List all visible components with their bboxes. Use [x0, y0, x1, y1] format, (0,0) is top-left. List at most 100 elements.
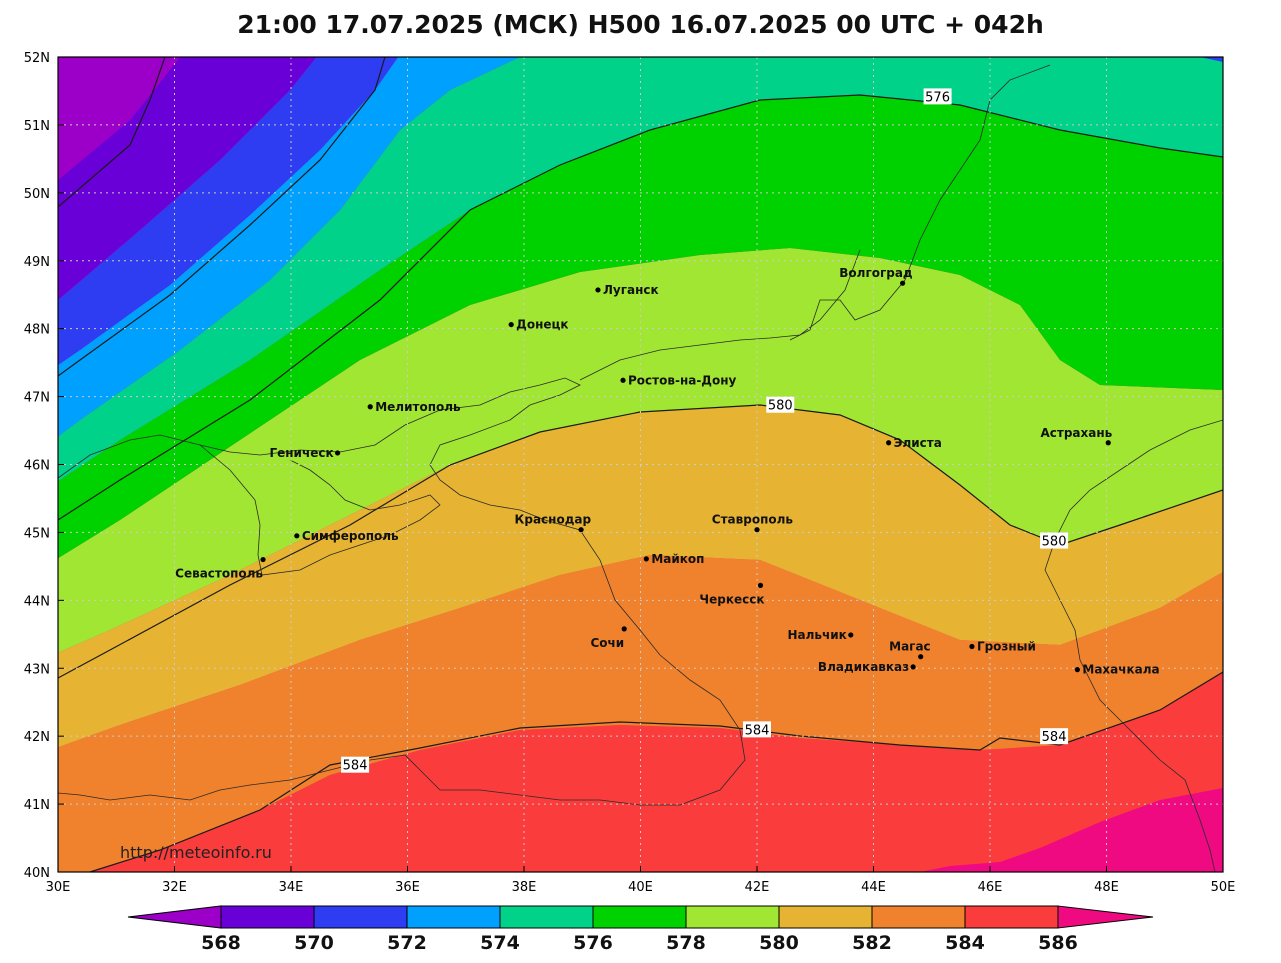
band-sliver-ne: [1200, 57, 1223, 62]
city-label: Владикавказ: [818, 660, 909, 674]
city-dot: [969, 643, 975, 650]
x-tick-label: 42E: [745, 880, 770, 895]
don-river: [579, 249, 861, 381]
contour-576: [58, 94, 1223, 521]
contour-label: 584: [745, 723, 770, 738]
y-tick-label: 41N: [24, 798, 50, 813]
band-582-584: [58, 555, 1223, 872]
x-tick-label: 38E: [512, 880, 537, 895]
band-below-568: [58, 57, 180, 180]
city-dot: [900, 280, 906, 286]
crimea-coast: [199, 444, 441, 576]
x-tick-label: 44E: [861, 880, 886, 895]
x-tick-label: 50E: [1211, 880, 1236, 895]
y-tick-label: 48N: [24, 323, 50, 338]
colorbar-label: 580: [759, 932, 799, 954]
contour-label-bg: [341, 756, 370, 773]
city-label: Махачкала: [1082, 663, 1159, 677]
colorbar-segment: [871, 905, 966, 929]
city-label: Луганск: [603, 283, 659, 297]
band-578-580: [58, 248, 1223, 653]
map-title: 21:00 17.07.2025 (МСК) H500 16.07.2025 0…: [237, 10, 1044, 39]
colorbar-label: 570: [294, 932, 334, 954]
city-dot: [621, 626, 627, 632]
y-tick-label: 49N: [24, 255, 50, 270]
colorbar-segment: [220, 905, 315, 929]
y-tick-label: 40N: [24, 866, 50, 881]
city-dot: [260, 556, 266, 563]
band-568-570: [58, 57, 317, 300]
y-tick-label: 45N: [24, 526, 50, 541]
city-label: Черкесск: [699, 592, 764, 606]
band-572-574: [58, 57, 520, 437]
city-dot: [367, 404, 373, 410]
axis-ticks: 30E 32E 34E 36E 38E 40E 42E 44E 46E 48E 50E 40N 41N 4…: [24, 51, 1236, 895]
city-dot: [620, 377, 626, 383]
colorbar-segment: [964, 905, 1059, 929]
contour-label: 580: [768, 399, 793, 414]
y-tick-label: 44N: [24, 594, 50, 609]
band-584-586: [90, 672, 1223, 872]
colorbar-label: 578: [666, 932, 706, 954]
city-label: Элиста: [894, 436, 942, 450]
city-dot: [1074, 667, 1080, 673]
colorbar-segment: [685, 905, 780, 929]
colorbar-segment: [406, 905, 501, 929]
x-tick-label: 30E: [46, 880, 71, 895]
contour-label: 584: [343, 759, 368, 774]
contour-label-bg: [1040, 532, 1069, 549]
contour-568: [58, 57, 166, 208]
y-tick-label: 51N: [24, 119, 50, 134]
caspian-coast: [1044, 419, 1223, 872]
city-dot: [1105, 440, 1111, 446]
colorbar-label: 584: [945, 932, 985, 954]
city-dot: [754, 527, 760, 533]
source-label[interactable]: http://meteoinfo.ru: [120, 843, 272, 862]
colorbar-segment: [313, 905, 408, 929]
colorbar-segment: [127, 905, 222, 929]
city-dot: [508, 321, 514, 328]
x-tick-label: 46E: [978, 880, 1003, 895]
contour-label: 576: [925, 90, 950, 105]
city-label: Волгоград: [839, 266, 913, 280]
contour-label-bg: [766, 396, 795, 413]
city-dot: [335, 450, 341, 456]
x-tick-label: 32E: [162, 880, 187, 895]
x-tick-label: 48E: [1094, 880, 1119, 895]
colorbar-label: 582: [852, 932, 892, 954]
city-markers: Луганск Донецк Волгоград Ростов-на-Дону Мели…: [175, 266, 1159, 676]
city-dot: [595, 287, 601, 293]
city-label: Краснодар: [515, 513, 592, 527]
volga-river: [789, 64, 1051, 341]
city-label: Ростов-на-Дону: [628, 373, 737, 387]
x-tick-label: 34E: [279, 880, 304, 895]
y-tick-label: 50N: [24, 187, 50, 202]
city-label: Мелитополь: [375, 400, 461, 414]
city-label: Грозный: [977, 640, 1036, 654]
city-label: Астрахань: [1040, 426, 1112, 440]
contour-label: 580: [1042, 535, 1067, 550]
city-label: Ставрополь: [712, 513, 794, 527]
band-576-578: [58, 95, 1223, 559]
city-dot: [757, 582, 764, 588]
y-tick-label: 46N: [24, 459, 50, 474]
colorbar-segment: [592, 905, 687, 929]
city-label: Севастополь: [175, 567, 263, 581]
city-dot: [886, 440, 892, 446]
y-tick-label: 47N: [24, 391, 50, 406]
contour-label-bg: [1040, 728, 1069, 745]
city-dot: [578, 527, 584, 533]
y-tick-label: 43N: [24, 662, 50, 677]
city-label: Нальчик: [787, 628, 846, 642]
colorbar: 568 570 572 574 576 578 580 582 584 586: [127, 905, 1154, 954]
contour-label: 584: [1042, 730, 1067, 745]
y-tick-label: 52N: [24, 51, 50, 66]
city-dot: [643, 556, 649, 562]
band-580-582: [58, 405, 1223, 748]
colorbar-label: 572: [387, 932, 427, 954]
city-label: Симферополь: [302, 529, 399, 543]
colorbar-segment: [1057, 905, 1154, 929]
city-dot: [910, 664, 916, 670]
y-tick-label: 42N: [24, 730, 50, 745]
